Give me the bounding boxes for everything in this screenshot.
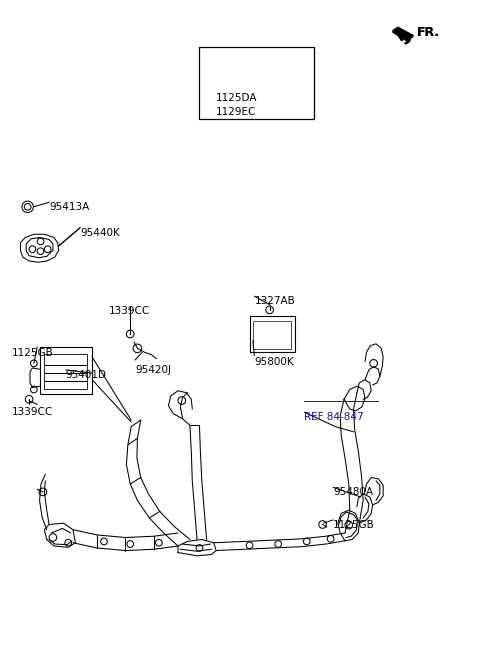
Text: 1339CC: 1339CC [12, 407, 53, 417]
Bar [44, 354, 87, 389]
Text: 95800K: 95800K [254, 357, 294, 367]
Bar [250, 316, 295, 352]
Text: 1125DA: 1125DA [216, 93, 258, 103]
Text: 95440K: 95440K [80, 228, 120, 238]
Bar [253, 321, 291, 349]
Text: 1129EC: 1129EC [216, 107, 256, 117]
Text: 1125GB: 1125GB [12, 348, 54, 358]
Polygon shape [393, 28, 413, 44]
Text: 1327AB: 1327AB [254, 296, 295, 306]
Text: 95401D: 95401D [66, 370, 107, 380]
Polygon shape [393, 28, 413, 44]
Text: 95480A: 95480A [333, 487, 373, 497]
Text: 95420J: 95420J [135, 365, 171, 375]
Text: FR.: FR. [417, 26, 440, 39]
Text: 1339CC: 1339CC [109, 306, 150, 316]
Text: FR.: FR. [417, 26, 440, 39]
Bar [39, 347, 92, 394]
Text: 1125GB: 1125GB [333, 520, 375, 530]
Text: REF 84-847: REF 84-847 [304, 412, 364, 422]
Bar [199, 47, 314, 119]
Text: 95413A: 95413A [49, 202, 89, 212]
